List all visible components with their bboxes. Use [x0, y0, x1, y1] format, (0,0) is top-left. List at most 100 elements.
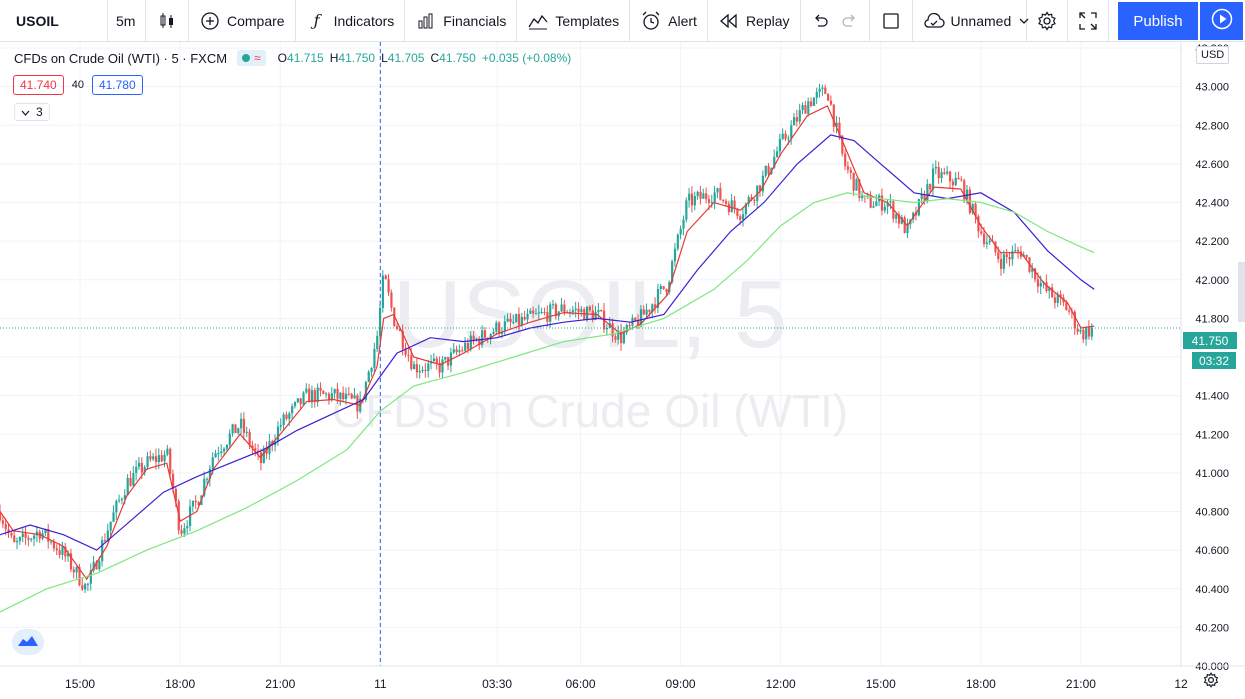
financials-button[interactable]: Financials [405, 0, 518, 42]
candle-body [217, 453, 220, 455]
candle-body [920, 194, 923, 199]
indicators-toggle[interactable]: 3 [14, 103, 50, 121]
candle-body [900, 217, 903, 224]
candle-body [753, 199, 756, 201]
candle-body [707, 199, 711, 203]
candle-body [1051, 287, 1054, 298]
candle-body [1025, 255, 1028, 258]
candle-body [262, 448, 265, 464]
series-line-sma_slow [0, 192, 1095, 613]
symbol-search-button[interactable]: USOIL [0, 0, 108, 42]
undo-icon[interactable] [809, 10, 831, 32]
templates-button[interactable]: Templates [517, 0, 631, 42]
fullscreen-button[interactable] [1068, 0, 1109, 42]
candle-body [951, 181, 955, 186]
candle-body [1008, 257, 1011, 260]
tradingview-logo[interactable] [12, 629, 44, 655]
y-tick-label: 40.200 [1195, 622, 1229, 634]
scale-settings-button[interactable] [1198, 670, 1224, 694]
candle-body [1002, 254, 1006, 269]
candle-body [214, 453, 217, 458]
candle-body [424, 369, 427, 371]
candle-body [13, 535, 16, 543]
candle-body [662, 286, 665, 289]
candle-body [790, 125, 793, 139]
candle-body [835, 122, 838, 127]
candle-body [807, 101, 810, 114]
replay-button[interactable]: Replay [708, 0, 801, 42]
candle-body [154, 456, 158, 463]
redo-icon[interactable] [839, 10, 861, 32]
candle-body [730, 200, 733, 213]
candle-body [625, 324, 628, 333]
candle-body [574, 308, 577, 311]
scroll-handle[interactable] [1238, 262, 1245, 322]
candle-body [702, 193, 705, 199]
candle-body [288, 413, 291, 420]
candle-body [489, 333, 492, 340]
y-tick-label: 42.400 [1195, 198, 1229, 210]
candle-body [441, 359, 444, 373]
candle-body [1059, 294, 1062, 298]
candle-body [115, 500, 118, 513]
candle-body [413, 364, 416, 370]
interval-button[interactable]: 5m [108, 0, 146, 42]
candle-body [245, 431, 248, 433]
candle-body [254, 448, 257, 451]
candle-body [810, 101, 813, 106]
layout-button[interactable]: Unnamed [913, 0, 1029, 42]
candle-body [611, 323, 614, 337]
candle-body [18, 537, 22, 541]
candle-body [688, 193, 691, 201]
candle-body [30, 538, 33, 540]
candle-body [1014, 250, 1017, 252]
candle-body [727, 203, 730, 213]
settings-button[interactable] [1027, 0, 1068, 42]
candle-body [16, 540, 19, 543]
candle-body [370, 367, 373, 372]
templates-label: Templates [555, 12, 620, 29]
chart-type-button[interactable] [146, 0, 189, 42]
fullscreen-select-button[interactable] [870, 0, 913, 42]
candle-body [211, 457, 214, 469]
candle-body [0, 511, 2, 521]
candle-body [883, 206, 886, 211]
candle-body [415, 364, 419, 373]
candle-body [855, 179, 858, 191]
currency-label[interactable]: USD [1196, 46, 1230, 64]
candle-body [997, 252, 1000, 260]
undo-redo-group [801, 0, 870, 42]
candle-body [741, 214, 745, 220]
candle-body [129, 478, 132, 486]
market-status-badge[interactable]: ≈ [237, 50, 266, 66]
candle-body [344, 393, 348, 400]
candle-body [560, 304, 563, 312]
play-button[interactable] [1200, 2, 1243, 40]
candle-body [1019, 251, 1023, 257]
publish-button[interactable]: Publish [1118, 2, 1198, 40]
candle-body [651, 304, 654, 312]
candle-body [676, 234, 679, 249]
indicators-button[interactable]: ƒ Indicators [296, 0, 406, 42]
candle-body [231, 424, 234, 434]
candle-body [926, 184, 929, 202]
candle-body [143, 467, 146, 473]
compare-button[interactable]: Compare [189, 0, 296, 42]
buy-button[interactable]: 41.780 [91, 75, 143, 95]
symbol-title[interactable]: CFDs on Crude Oil (WTI) · 5 · FXCM [14, 50, 228, 66]
candle-body [985, 242, 989, 245]
candle-body [313, 390, 316, 403]
candle-body [937, 166, 940, 179]
open-label: O [277, 51, 288, 65]
candle-body [696, 191, 699, 197]
alert-button[interactable]: Alert [630, 0, 708, 42]
candle-body [716, 188, 719, 193]
candle-body [793, 117, 796, 126]
high-number: 41.750 [338, 51, 376, 65]
candle-body [1079, 329, 1082, 332]
candle-body [203, 478, 206, 496]
sell-button[interactable]: 41.740 [13, 75, 64, 95]
candle-body [821, 87, 824, 89]
candle-body [591, 310, 594, 320]
